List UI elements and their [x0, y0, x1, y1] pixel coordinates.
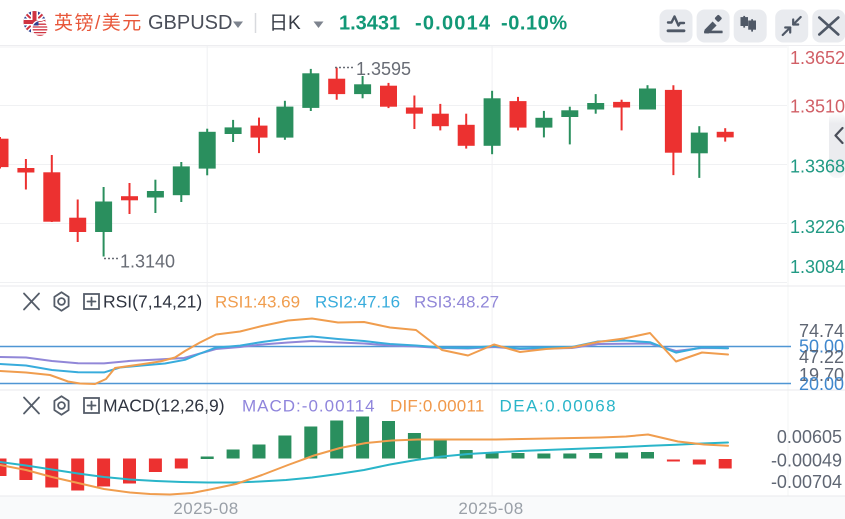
svg-text:1.3226: 1.3226	[790, 217, 845, 237]
svg-text:RSI2:47.16: RSI2:47.16	[315, 293, 400, 312]
svg-text:DIF:0.00011: DIF:0.00011	[390, 397, 485, 416]
svg-text:日K: 日K	[269, 13, 301, 34]
svg-text:1.3652: 1.3652	[790, 48, 845, 68]
svg-text:-0.0014: -0.0014	[415, 13, 491, 35]
svg-text:47.22: 47.22	[799, 347, 844, 367]
svg-text:英镑/美元: 英镑/美元	[54, 12, 143, 34]
svg-text:1.3084: 1.3084	[790, 257, 845, 277]
svg-text:-0.00704: -0.00704	[771, 472, 842, 492]
svg-text:1.3510: 1.3510	[790, 97, 845, 117]
svg-text:DEA:0.00068: DEA:0.00068	[500, 397, 618, 416]
svg-text:20.00: 20.00	[799, 374, 844, 394]
svg-text:2025-08: 2025-08	[458, 499, 523, 518]
svg-text:74.74: 74.74	[799, 321, 844, 341]
svg-text:-0.10%: -0.10%	[501, 13, 568, 35]
svg-text:RSI1:43.69: RSI1:43.69	[215, 293, 300, 312]
svg-text:MACD:-0.00114: MACD:-0.00114	[242, 397, 376, 416]
svg-text:0.00605: 0.00605	[777, 427, 842, 447]
svg-text:1.3368: 1.3368	[790, 157, 845, 177]
svg-text:-0.00049: -0.00049	[771, 451, 842, 471]
svg-text:GBPUSD: GBPUSD	[148, 12, 232, 34]
svg-text:RSI(7,14,21): RSI(7,14,21)	[103, 292, 202, 312]
svg-text:2025-08: 2025-08	[173, 499, 238, 518]
svg-text:19.70: 19.70	[799, 365, 844, 385]
svg-text:50.00: 50.00	[799, 337, 844, 357]
svg-text:MACD(12,26,9): MACD(12,26,9)	[103, 396, 225, 416]
svg-text:1.3595: 1.3595	[356, 59, 411, 79]
svg-text:1.3140: 1.3140	[120, 252, 175, 272]
svg-text:1.3431: 1.3431	[339, 13, 400, 35]
svg-text:RSI3:48.27: RSI3:48.27	[414, 293, 499, 312]
